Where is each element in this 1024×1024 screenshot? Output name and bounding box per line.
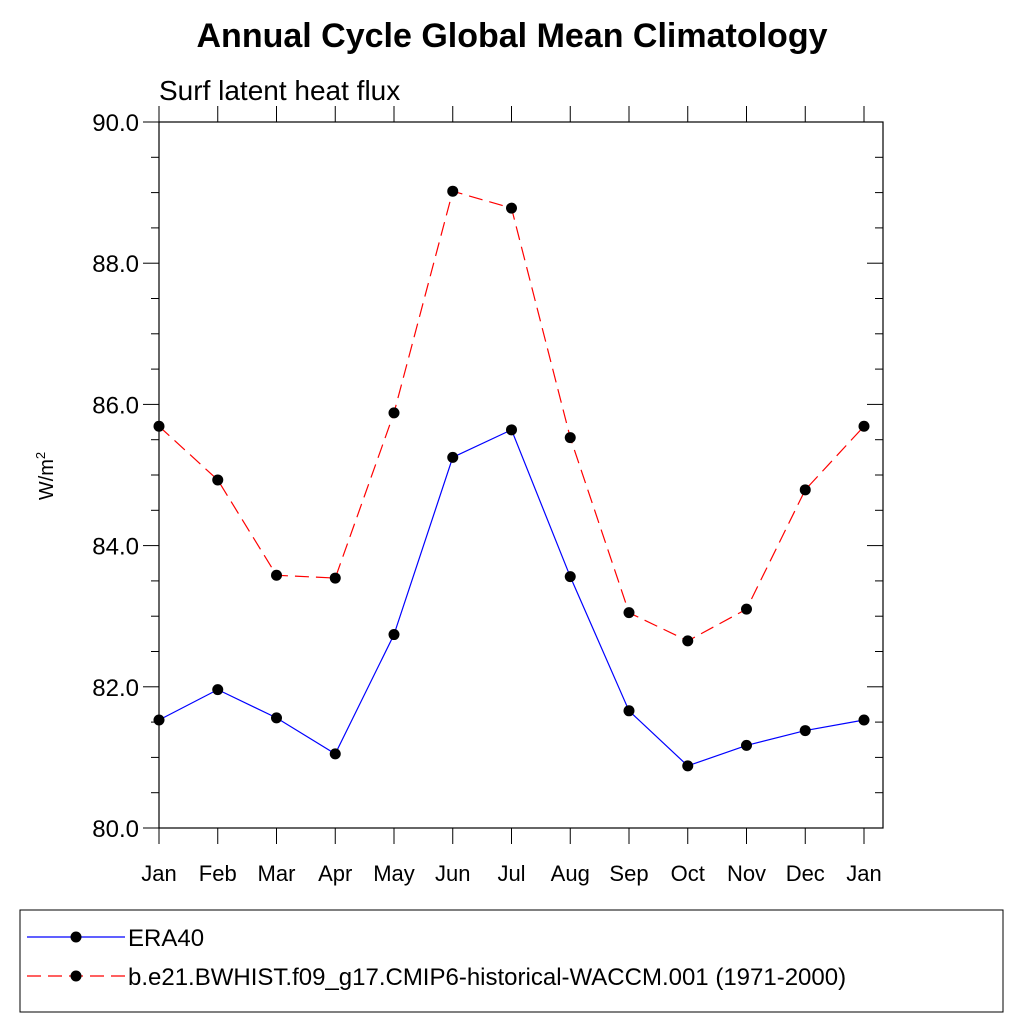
legend-label: ERA40 — [128, 925, 204, 952]
x-tick-label: Jan — [141, 861, 176, 886]
series-1-point — [388, 629, 400, 641]
series-2-point — [153, 420, 165, 432]
series-1-line — [158, 429, 865, 767]
series-1-point — [799, 725, 811, 737]
series-2-point — [564, 432, 576, 444]
legend-marker — [70, 970, 82, 982]
series-2-point — [388, 407, 400, 419]
series-1-point — [506, 424, 517, 436]
axes: 80.0 82.0 84.0 86.0 88.0 90.0 Jan Feb Mar Apr May J… — [92, 106, 884, 886]
series-1-point — [623, 705, 635, 717]
series-2-point — [506, 202, 517, 214]
series-1-point — [682, 760, 694, 772]
series-1-point — [564, 571, 576, 583]
series-2-point — [741, 603, 752, 615]
chart-subtitle: Surf latent heat flux — [159, 75, 400, 106]
series-2-point — [682, 635, 694, 647]
series-2-point — [858, 420, 870, 432]
y-tick-label: 90.0 — [92, 110, 139, 137]
legend-label: b.e21.BWHIST.f09_g17.CMIP6-historical-WA… — [128, 964, 846, 991]
x-tick-label: Jan — [846, 861, 881, 886]
series-2-line — [158, 190, 865, 642]
y-axis-label-superscript: 2 — [33, 452, 48, 459]
series-layer — [153, 185, 870, 772]
x-tick-label: Oct — [671, 861, 705, 886]
x-tick-label: Aug — [551, 861, 590, 886]
series-1-point — [741, 739, 752, 751]
x-tick-label: Jun — [435, 861, 470, 886]
y-tick-label: 80.0 — [92, 816, 139, 843]
x-tick-label: May — [373, 861, 415, 886]
plot-frame — [158, 121, 884, 829]
series-2-point — [329, 572, 341, 584]
x-tick-label: Jul — [497, 861, 525, 886]
series-2-point — [623, 607, 635, 619]
legend: ERA40 b.e21.BWHIST.f09_g17.CMIP6-historic… — [27, 925, 846, 991]
series-2-point — [212, 474, 224, 486]
series-1-point — [271, 712, 282, 724]
y-axis-label: W/m2 — [33, 452, 58, 500]
legend-marker — [70, 931, 82, 943]
y-tick-label: 82.0 — [92, 675, 139, 702]
series-1-point — [858, 714, 870, 726]
x-tick-label: Sep — [609, 861, 648, 886]
x-tick-label: Mar — [258, 861, 296, 886]
legend-box — [19, 909, 1004, 1013]
series-1-point — [153, 714, 165, 726]
y-axis-label-base: W/m — [36, 459, 58, 500]
y-tick-label: 86.0 — [92, 392, 139, 419]
chart-title: Annual Cycle Global Mean Climatology — [197, 17, 828, 55]
x-tick-label: Dec — [786, 861, 825, 886]
series-2-point — [799, 484, 811, 496]
x-tick-label: Feb — [199, 861, 237, 886]
y-tick-label: 84.0 — [92, 534, 139, 561]
series-1-point — [329, 748, 341, 760]
series-1-point — [447, 451, 459, 463]
x-tick-label: Apr — [318, 861, 352, 886]
series-2-point — [271, 569, 282, 581]
y-tick-label: 88.0 — [92, 251, 139, 278]
x-tick-label: Nov — [727, 861, 766, 886]
series-2-point — [447, 185, 459, 197]
series-1-point — [212, 684, 224, 696]
